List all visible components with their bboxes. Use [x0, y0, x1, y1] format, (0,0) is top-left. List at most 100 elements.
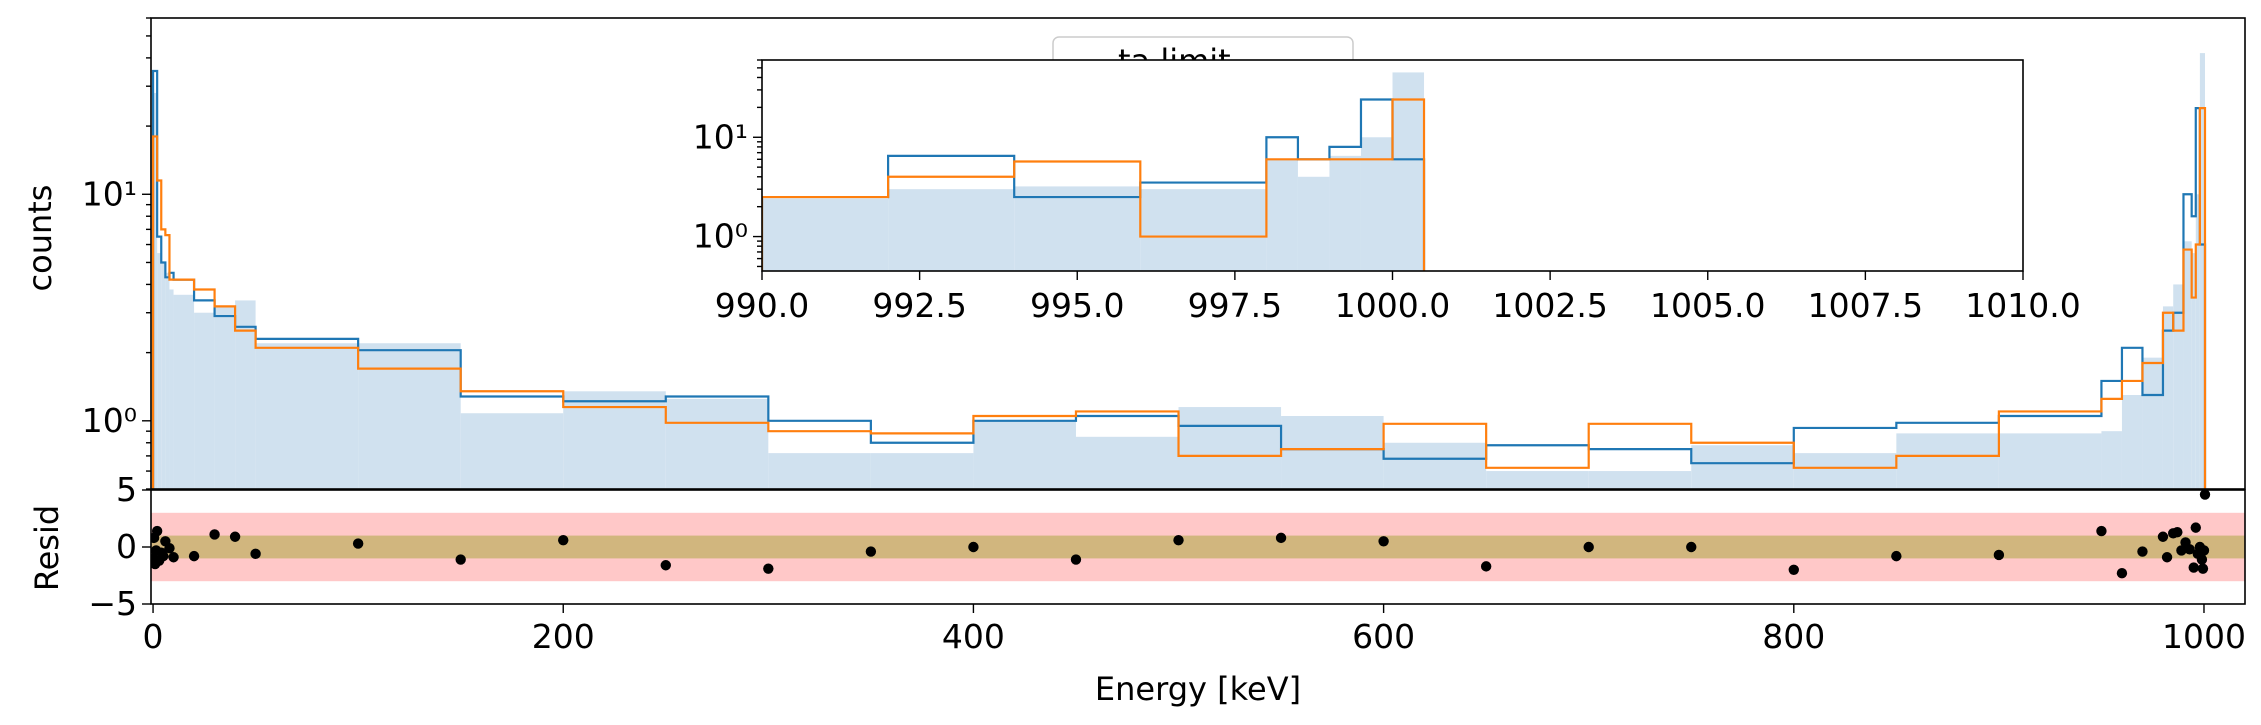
- main-bar: [973, 420, 1076, 489]
- residual-point: [2157, 531, 2169, 542]
- residual-points: [151, 490, 2211, 579]
- inset-step-series-2: [762, 98, 1426, 271]
- main-bar: [2121, 394, 2143, 489]
- residual-point: [164, 542, 175, 554]
- main-bar: [194, 312, 215, 489]
- residual-point: [558, 534, 569, 546]
- inset-filled-histogram: [762, 72, 1425, 271]
- inset-bar: [888, 189, 1015, 271]
- main-bar: [460, 413, 564, 489]
- inset-y-tick-label: 10¹: [693, 117, 748, 156]
- main-bar: [214, 306, 236, 489]
- residual-point: [1891, 550, 1902, 562]
- residual-point: [2190, 522, 2201, 533]
- inset-panel: 10⁰ 10¹ 990.0 992.5 995.0 997.5 1000.0 1002.5 10…: [693, 59, 2081, 325]
- main-bar: [2142, 357, 2163, 489]
- inset-x-tick-label: 997.5: [1188, 286, 1282, 325]
- residual-point: [1480, 561, 1492, 572]
- main-bar: [173, 294, 195, 489]
- inset-frame: [761, 59, 2024, 272]
- main-bar: [665, 398, 769, 489]
- main-bar: [2195, 194, 2200, 489]
- main-bar: [563, 391, 666, 489]
- main-bar: [1896, 433, 1999, 489]
- residual-point: [1275, 532, 1287, 544]
- residual-point: [1686, 541, 1697, 553]
- main-step-lines: [151, 69, 2207, 489]
- residual-y-tick-label: −5: [88, 584, 137, 623]
- main-y-axis: 10⁰ 10¹: [82, 17, 151, 490]
- main-bar: [2199, 53, 2206, 489]
- x-tick-label: 200: [532, 617, 595, 656]
- residual-point: [168, 552, 179, 563]
- x-tick-label: 400: [942, 617, 1005, 656]
- main-bar: [153, 92, 158, 489]
- inset-x-tick-label: 1007.5: [1808, 286, 1923, 325]
- residual-point: [1173, 534, 1184, 546]
- residual-band-1: [151, 535, 2245, 559]
- residual-point: [2196, 554, 2208, 565]
- main-bar: [2191, 253, 2196, 489]
- x-tick-label: 600: [1352, 617, 1415, 656]
- residual-point: [2116, 568, 2128, 579]
- inset-x-tick-label: 1002.5: [1492, 286, 1607, 325]
- residual-point: [2176, 545, 2187, 556]
- residual-point: [1070, 554, 1082, 565]
- main-bar: [157, 253, 162, 489]
- inset-step-series-1: [762, 98, 1426, 271]
- residual-y-label: Resid: [28, 505, 66, 591]
- residual-point: [2199, 490, 2211, 500]
- inset-bar: [1329, 155, 1361, 271]
- inset-x-tick-label: 990.0: [715, 286, 809, 325]
- main-bar: [1075, 436, 1179, 489]
- main-bar: [870, 453, 974, 489]
- inset-x-tick-label: 1000.0: [1335, 286, 1450, 325]
- residual-point: [1993, 549, 2005, 561]
- residual-point: [250, 548, 261, 560]
- x-tick-label: 800: [1762, 617, 1825, 656]
- main-bar: [2101, 431, 2122, 489]
- main-bar: [768, 453, 871, 489]
- residual-panel: 0 200 400 600 800 1000−505 Resid Energy [keV]: [28, 470, 2246, 708]
- main-bar: [1998, 433, 2102, 489]
- residual-point: [352, 538, 364, 549]
- inset-y-tick-label: 10⁰: [693, 217, 748, 256]
- main-bar: [235, 300, 256, 489]
- x-tick-label: 1000: [2162, 617, 2246, 656]
- main-bar: [161, 262, 166, 489]
- inset-bar: [1297, 176, 1330, 271]
- residual-point: [188, 550, 200, 562]
- main-bar: [1383, 442, 1487, 489]
- inset-bar: [1140, 189, 1267, 271]
- inset-x-tick-label: 1005.0: [1650, 286, 1765, 325]
- residual-point: [158, 550, 169, 562]
- residual-point: [2096, 525, 2107, 537]
- residual-point: [151, 525, 163, 537]
- main-y-label: counts: [21, 185, 59, 292]
- inset-axes: 10⁰ 10¹ 990.0 992.5 995.0 997.5 1000.0 1002.5 10…: [693, 59, 2081, 325]
- main-bar: [1691, 445, 1794, 489]
- inset-bar: [1392, 72, 1425, 271]
- x-axis-label: Energy [keV]: [1095, 670, 1301, 708]
- residual-point: [660, 560, 671, 571]
- residual-point: [1583, 541, 1594, 553]
- residual-point: [1788, 564, 1799, 575]
- residual-point: [2198, 545, 2210, 556]
- residual-point: [865, 546, 877, 557]
- residual-point: [2161, 552, 2173, 563]
- residual-bands: [151, 512, 2245, 582]
- main-bar: [1793, 453, 1897, 489]
- residual-point: [2197, 563, 2209, 574]
- residual-point: [2188, 562, 2199, 573]
- residual-axes: 0 200 400 600 800 1000−505: [88, 470, 2246, 656]
- residual-point: [968, 541, 979, 553]
- main-frame: [150, 17, 2246, 490]
- inset-x-tick-label: 1010.0: [1965, 286, 2080, 325]
- main-bar: [1588, 471, 1692, 489]
- main-bar: [165, 272, 170, 489]
- main-y-tick-label: 10⁰: [82, 401, 137, 440]
- inset-x-tick-label: 995.0: [1030, 286, 1124, 325]
- main-filled-histogram: [153, 53, 2206, 489]
- main-bar: [2183, 241, 2192, 489]
